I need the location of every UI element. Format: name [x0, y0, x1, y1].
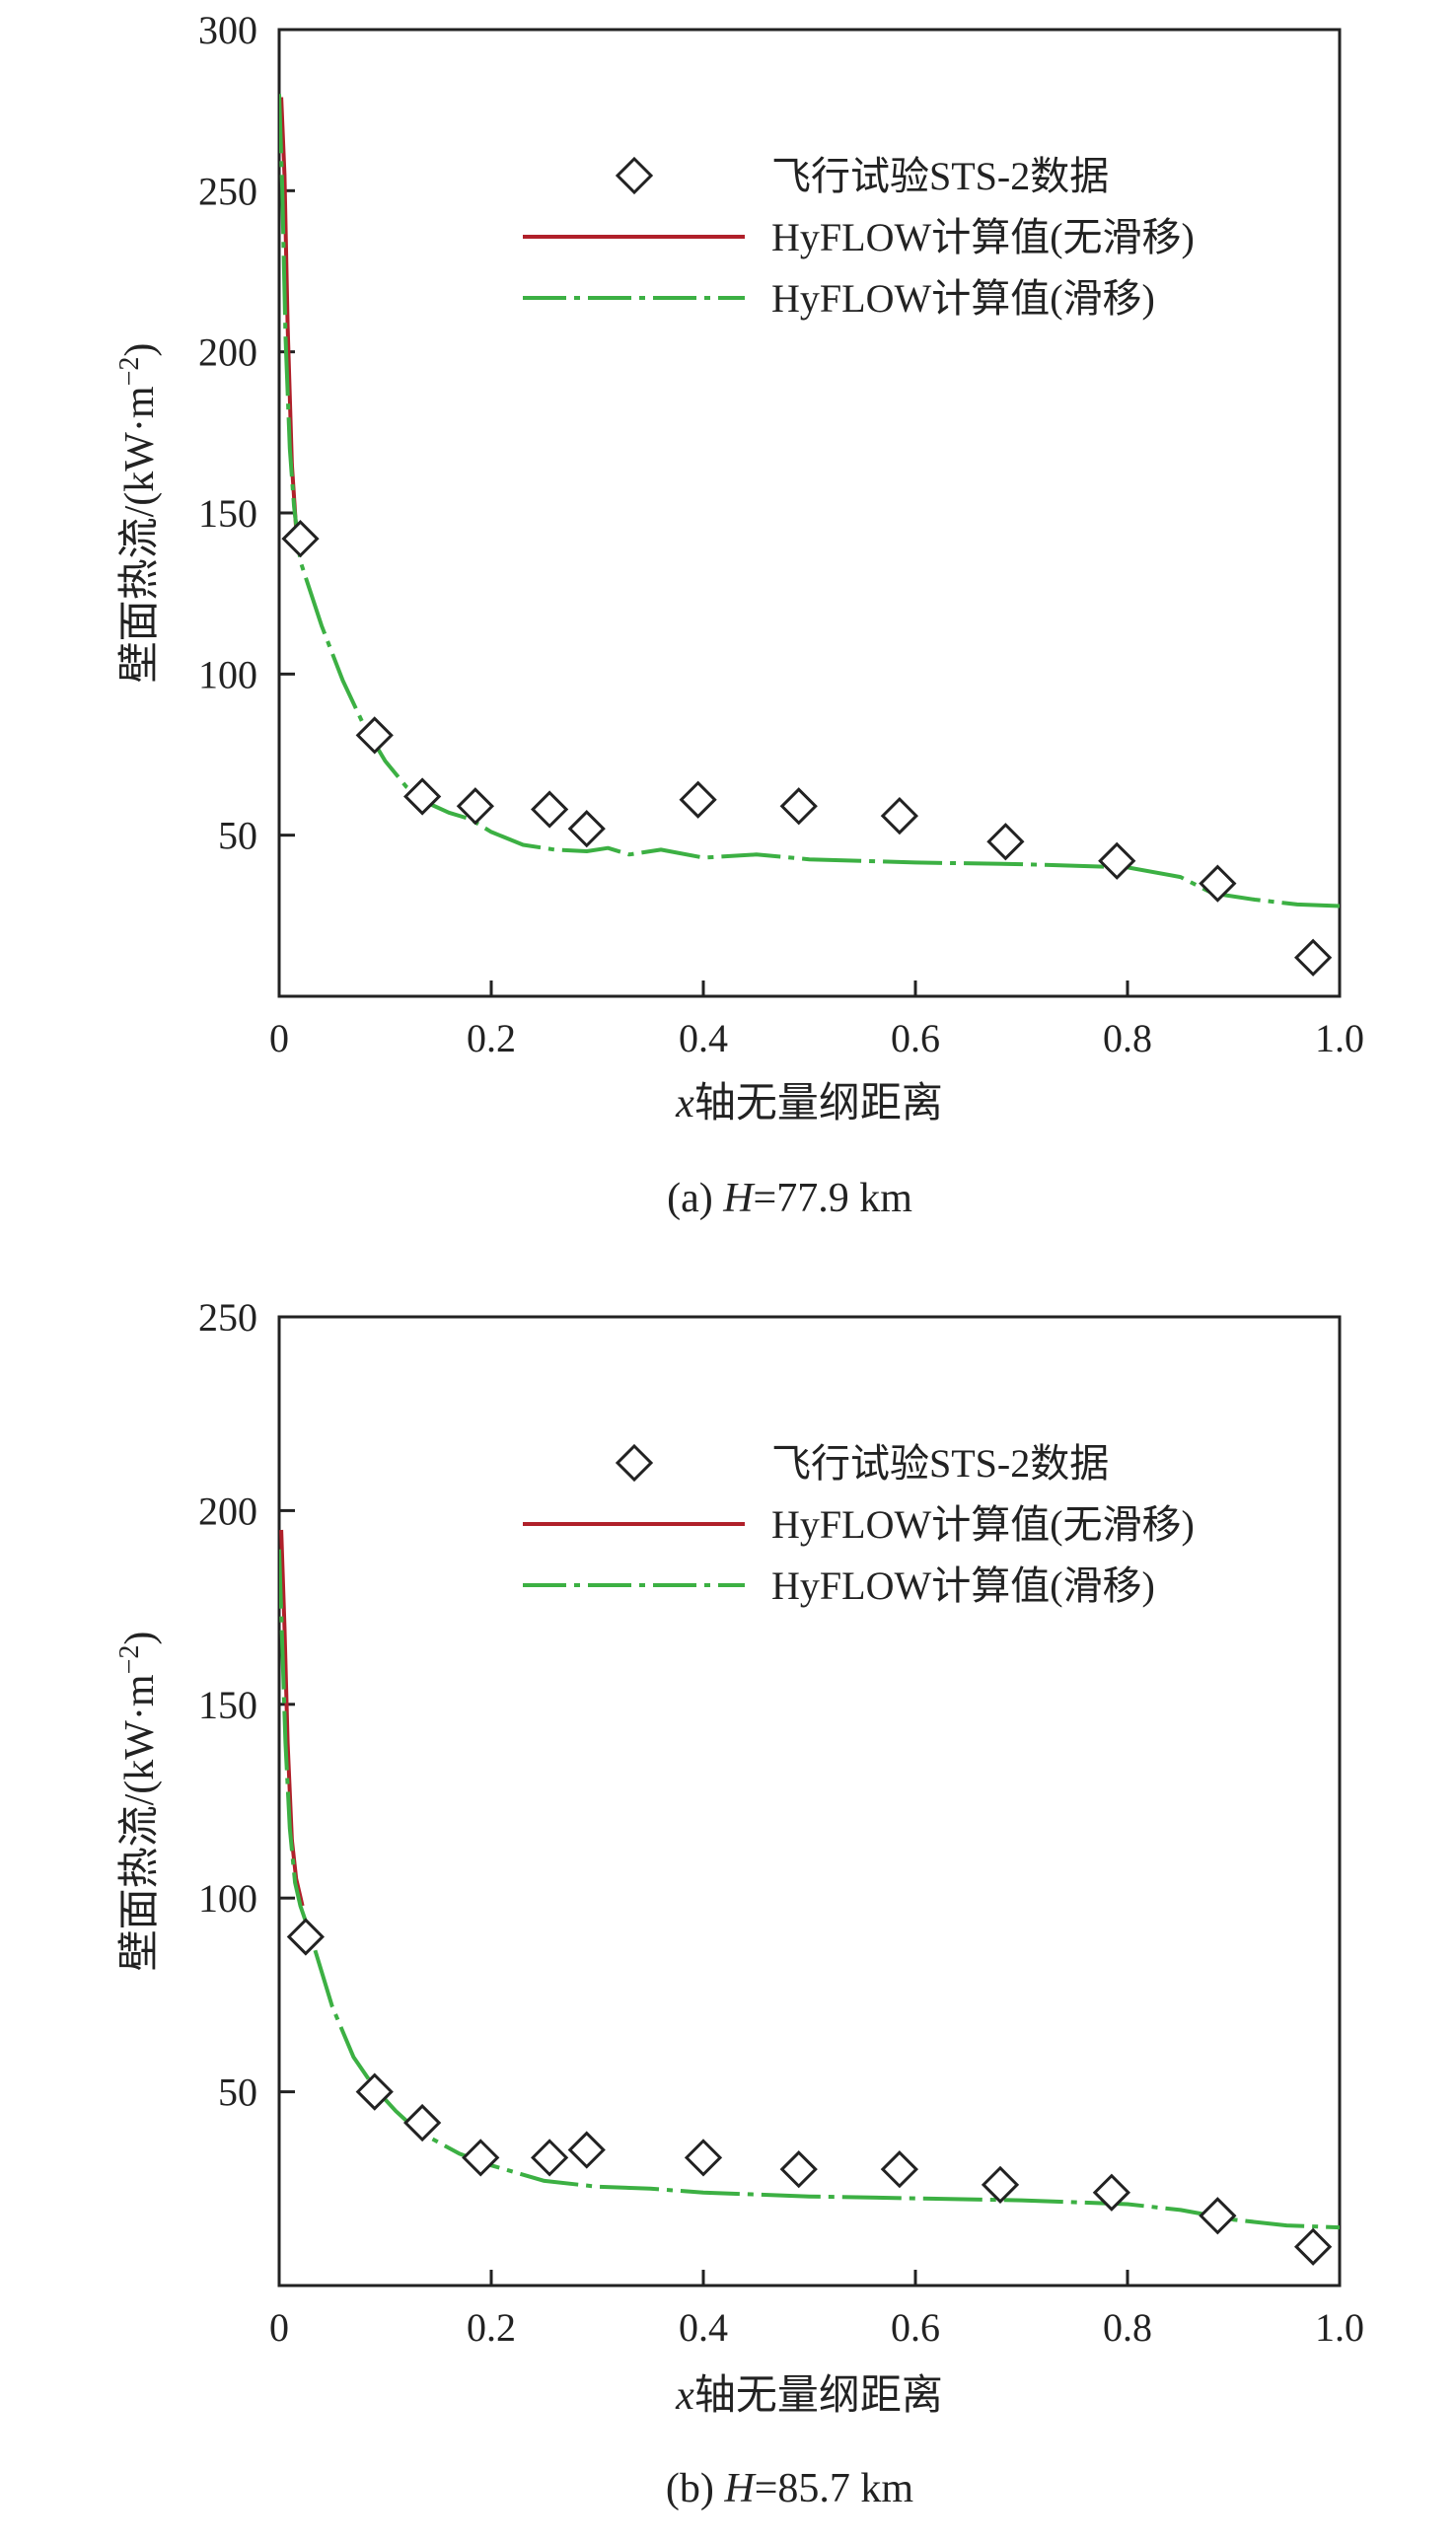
- x-tick-label: 0.2: [467, 2305, 516, 2350]
- y-axis-title: 壁面热流/(kW·m−2): [114, 343, 164, 684]
- x-tick-label: 0: [269, 1016, 289, 1060]
- data-point-diamond: [403, 2103, 442, 2143]
- data-point-diamond: [684, 2139, 723, 2177]
- y-tick-label: 200: [198, 1489, 257, 1533]
- figure-caption: (a) H=77.9 km: [667, 1176, 912, 1221]
- y-tick-label: 200: [198, 330, 257, 375]
- series-line-slip: [279, 94, 1340, 908]
- y-tick-label: 250: [198, 1295, 257, 1340]
- data-point-diamond: [403, 777, 442, 816]
- data-point-diamond: [355, 2072, 394, 2111]
- y-tick-label: 50: [218, 814, 257, 858]
- series-line-slip: [279, 1549, 1340, 2230]
- y-tick-label: 150: [198, 491, 257, 536]
- data-point-diamond: [1294, 2227, 1333, 2266]
- x-tick-label: 1.0: [1315, 1016, 1364, 1060]
- x-tick-label: 0.8: [1103, 2305, 1152, 2350]
- x-tick-label: 0.6: [891, 1016, 940, 1060]
- x-tick-label: 0: [269, 2305, 289, 2350]
- figure-caption: (b) H=85.7 km: [666, 2466, 914, 2511]
- y-axis-title: 壁面热流/(kW·m−2): [114, 1632, 164, 1972]
- legend: 飞行试验STS-2数据 HyFLOW计算值(无滑移) HyFLOW计算值(滑移): [523, 154, 1195, 321]
- data-point-diamond: [1098, 841, 1136, 880]
- y-tick-label: 100: [198, 652, 257, 696]
- data-point-diamond: [281, 520, 320, 558]
- data-point-diamond: [1199, 864, 1237, 903]
- x-tick-label: 0.2: [467, 1016, 516, 1060]
- data-point-diamond: [1092, 2173, 1130, 2212]
- plot-frame: [277, 1315, 1342, 2288]
- x-tick-label: 0.6: [891, 2305, 940, 2350]
- legend-label: HyFLOW计算值(滑移): [771, 1563, 1155, 1608]
- x-axis-title: x轴无量纲距离: [675, 1080, 943, 1126]
- chart-panel-a: 0 0.2 0.4 0.6 0.8 1.0 50 100 150 200 250 300 x轴无量纲距离…: [114, 8, 1365, 1221]
- series-line-no-slip: [279, 97, 303, 546]
- x-tick-label: 0.8: [1103, 1016, 1152, 1060]
- data-point-diamond: [355, 716, 394, 755]
- y-tick-label: 150: [198, 1683, 257, 1727]
- x-axis-title: x轴无量纲距离: [675, 2372, 943, 2419]
- data-point-diamond: [679, 780, 717, 819]
- legend-label: HyFLOW计算值(无滑移): [771, 1502, 1195, 1547]
- data-point-diamond: [880, 2150, 918, 2189]
- data-point-diamond: [462, 2139, 500, 2177]
- data-point-diamond: [1199, 2197, 1237, 2235]
- data-point-diamond: [567, 810, 606, 848]
- plot-area: [279, 1529, 1340, 2230]
- data-point-diamond: [286, 1918, 325, 1956]
- data-point-diamond: [567, 2131, 606, 2169]
- data-point-diamond: [981, 2165, 1020, 2204]
- y-tick-label: 50: [218, 2070, 257, 2115]
- y-tick-label: 250: [198, 169, 257, 213]
- legend-label: HyFLOW计算值(无滑移): [771, 215, 1195, 259]
- x-tick-label: 0.4: [679, 1016, 728, 1060]
- x-tick-label: 1.0: [1315, 2305, 1364, 2350]
- x-tick-label: 0.4: [679, 2305, 728, 2350]
- data-point-diamond: [456, 787, 494, 826]
- legend-marker-diamond: [615, 156, 654, 195]
- y-tick-label: 300: [198, 8, 257, 52]
- data-point-diamond: [531, 2139, 569, 2177]
- legend: 飞行试验STS-2数据 HyFLOW计算值(无滑移) HyFLOW计算值(滑移): [523, 1441, 1195, 1608]
- data-point-diamond: [986, 823, 1025, 861]
- data-point-diamond: [779, 2150, 818, 2189]
- data-point-diamond: [1294, 938, 1333, 977]
- legend-label: 飞行试验STS-2数据: [771, 154, 1109, 198]
- chart-panel-b: 0 0.2 0.4 0.6 0.8 1.0 50 100 150 200 250 x轴无量纲距离 壁面热…: [114, 1295, 1365, 2511]
- legend-marker-diamond: [615, 1443, 654, 1483]
- legend-label: HyFLOW计算值(滑移): [771, 276, 1155, 321]
- legend-label: 飞行试验STS-2数据: [771, 1441, 1109, 1486]
- data-point-diamond: [779, 787, 818, 826]
- data-point-diamond: [880, 796, 918, 835]
- y-tick-label: 100: [198, 1876, 257, 1921]
- data-point-diamond: [531, 790, 569, 829]
